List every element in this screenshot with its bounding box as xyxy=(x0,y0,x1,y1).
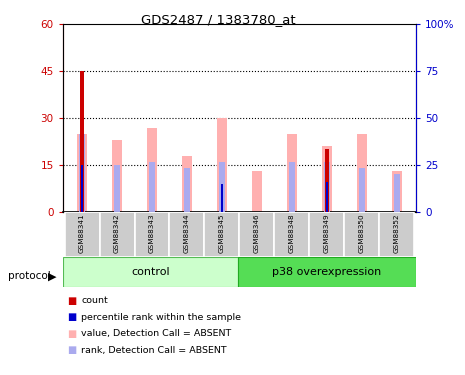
Text: GSM88342: GSM88342 xyxy=(114,214,120,253)
Text: GSM88341: GSM88341 xyxy=(79,214,85,253)
Text: ■: ■ xyxy=(67,345,77,355)
Bar xyxy=(252,171,262,212)
Bar xyxy=(274,212,309,257)
Bar xyxy=(63,257,238,287)
Bar xyxy=(289,162,295,212)
Bar xyxy=(81,165,83,212)
Bar xyxy=(65,212,100,257)
Text: ■: ■ xyxy=(67,329,77,339)
Bar xyxy=(147,128,157,212)
Bar xyxy=(392,171,402,212)
Text: GDS2487 / 1383780_at: GDS2487 / 1383780_at xyxy=(141,13,296,26)
Text: protocol: protocol xyxy=(8,272,51,281)
Text: control: control xyxy=(131,267,170,277)
Bar xyxy=(324,162,330,212)
Bar xyxy=(325,149,329,212)
Bar xyxy=(182,156,192,212)
Text: percentile rank within the sample: percentile rank within the sample xyxy=(81,313,241,322)
Text: GSM88344: GSM88344 xyxy=(184,214,190,253)
Text: p38 overexpression: p38 overexpression xyxy=(272,267,382,277)
Bar xyxy=(80,71,84,212)
Bar xyxy=(77,134,87,212)
Bar xyxy=(217,118,227,212)
Bar xyxy=(221,184,223,212)
Text: ■: ■ xyxy=(67,296,77,306)
Bar xyxy=(112,140,122,212)
Bar xyxy=(322,146,332,212)
Bar xyxy=(219,162,225,212)
Bar xyxy=(239,212,274,257)
Bar xyxy=(134,212,170,257)
Text: GSM88345: GSM88345 xyxy=(219,214,225,253)
Text: GSM88349: GSM88349 xyxy=(324,214,330,253)
Bar xyxy=(100,212,134,257)
Bar xyxy=(114,165,120,212)
Text: GSM88350: GSM88350 xyxy=(359,214,365,253)
Text: GSM88348: GSM88348 xyxy=(289,214,295,253)
Bar xyxy=(170,212,205,257)
Bar xyxy=(326,182,328,212)
Bar xyxy=(394,174,400,212)
Text: value, Detection Call = ABSENT: value, Detection Call = ABSENT xyxy=(81,329,232,338)
Bar xyxy=(79,134,85,212)
Text: count: count xyxy=(81,296,108,305)
Bar xyxy=(149,162,155,212)
Bar xyxy=(357,134,367,212)
Bar xyxy=(359,168,365,212)
Text: GSM88343: GSM88343 xyxy=(149,214,155,253)
Text: ■: ■ xyxy=(67,312,77,322)
Bar xyxy=(379,212,414,257)
Text: GSM88352: GSM88352 xyxy=(394,214,400,253)
Bar xyxy=(205,212,239,257)
Text: GSM88346: GSM88346 xyxy=(254,214,260,253)
Bar xyxy=(238,257,416,287)
Bar xyxy=(309,212,345,257)
Text: ▶: ▶ xyxy=(48,272,57,281)
Bar xyxy=(345,212,379,257)
Text: rank, Detection Call = ABSENT: rank, Detection Call = ABSENT xyxy=(81,346,227,355)
Bar xyxy=(287,134,297,212)
Bar xyxy=(184,168,190,212)
